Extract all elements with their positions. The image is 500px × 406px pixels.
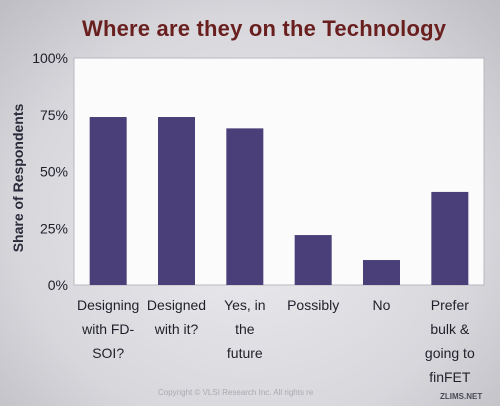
x-category-label: Designed with it?: [147, 297, 206, 337]
bar: [431, 191, 469, 285]
bar: [89, 117, 127, 286]
x-category-label-line: future: [227, 345, 263, 361]
bar-series: [89, 117, 469, 286]
bar: [294, 235, 332, 285]
x-category-label-line: finFET: [429, 369, 471, 385]
y-tick-label: 100%: [32, 50, 68, 66]
x-category-label-line: the: [235, 321, 255, 337]
x-category-label: No: [373, 297, 391, 313]
x-category-label-line: Prefer: [431, 297, 469, 313]
chart-title: Where are they on the Technology: [82, 16, 447, 41]
y-tick-label: 50%: [40, 164, 68, 180]
y-tick-label: 25%: [40, 220, 68, 236]
bar: [226, 128, 264, 285]
x-category-label: Yes, in the future: [224, 297, 266, 361]
y-axis-ticks: 0% 25% 50% 75% 100%: [32, 50, 68, 293]
x-category-label-line: with FD-: [81, 321, 134, 337]
x-category-label: Prefer bulk & going to finFET: [425, 297, 475, 385]
plot-area: [73, 57, 485, 286]
x-category-label-line: Designing: [77, 297, 139, 313]
x-category-label: Designing with FD- SOI?: [77, 297, 139, 361]
x-category-label-line: bulk &: [430, 321, 470, 337]
x-category-label-line: Possibly: [287, 297, 339, 313]
x-category-label-line: SOI?: [92, 345, 124, 361]
x-category-label-line: No: [373, 297, 391, 313]
bar: [363, 260, 400, 285]
x-category-label: Possibly: [287, 297, 339, 313]
watermark-text: ZLIMS.NET: [440, 392, 483, 401]
x-axis-categories: Designing with FD- SOI? Designed with it? Yes…: [77, 297, 475, 385]
x-category-label-line: with it?: [154, 321, 199, 337]
x-category-label-line: Yes, in: [224, 297, 266, 313]
bar: [158, 117, 195, 286]
y-tick-label: 75%: [40, 107, 68, 123]
x-category-label-line: Designed: [147, 297, 206, 313]
y-tick-label: 0%: [48, 277, 68, 293]
x-category-label-line: going to: [425, 345, 475, 361]
copyright-text: Copyright © VLSI Research Inc. All right…: [158, 388, 314, 397]
